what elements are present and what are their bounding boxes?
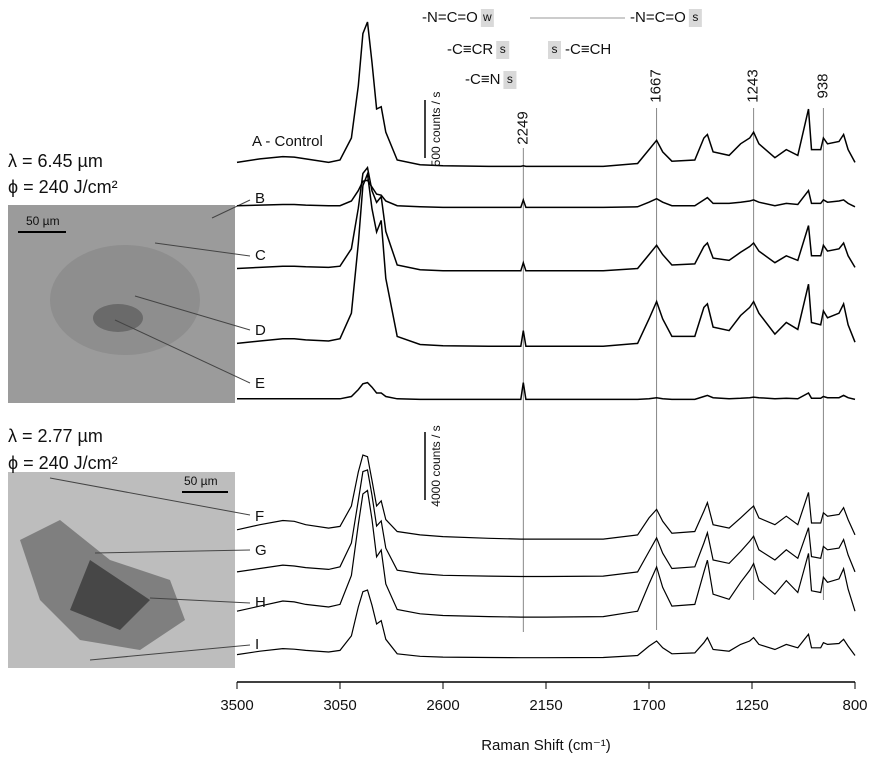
- spectrum: [236, 589, 856, 659]
- spectrum: [236, 165, 856, 272]
- micrograph-bottom: [8, 472, 235, 668]
- group-tag: s: [507, 72, 513, 86]
- series-label: A - Control: [252, 133, 323, 150]
- group-tag-bg: [480, 9, 494, 27]
- scale-bar-label: 4000 counts / s: [429, 425, 443, 506]
- series-label: E: [255, 375, 265, 392]
- spectrum: [236, 171, 856, 348]
- series-label: H: [255, 594, 266, 611]
- x-tick-label: 3050: [323, 697, 356, 714]
- fluence-label: ϕ = 240 J/cm²: [8, 453, 118, 473]
- micrograph-top: [8, 205, 235, 403]
- group-label: -N=C=O: [422, 9, 478, 26]
- x-tick-label: 2150: [529, 697, 562, 714]
- scale-label: 50 µm: [184, 474, 218, 488]
- group-tag: w: [482, 10, 492, 24]
- group-label: -C≡CH: [565, 41, 611, 58]
- x-axis-title: Raman Shift (cm⁻¹): [481, 737, 611, 754]
- pointer-lines: [49, 199, 251, 661]
- x-tick-label: 800: [842, 697, 867, 714]
- group-tag-bg: [548, 41, 561, 59]
- group-tag-bg: [496, 41, 510, 59]
- group-label: -C≡N: [465, 71, 500, 88]
- peak-label: 1243: [745, 69, 762, 102]
- spectrum: [236, 179, 856, 209]
- peak-label: 2249: [514, 111, 531, 144]
- series-label: F: [255, 508, 264, 525]
- series-label: D: [255, 322, 266, 339]
- x-tick-label: 2600: [426, 697, 459, 714]
- scale-bar-label: 500 counts / s: [429, 92, 443, 167]
- series-label: B: [255, 190, 265, 207]
- group-label: -C≡CR: [447, 41, 493, 58]
- peak-label: 1667: [648, 69, 665, 102]
- spectrum: [236, 489, 856, 618]
- group-label: -N=C=O: [630, 9, 686, 26]
- lambda-label: λ = 6.45 µm: [8, 151, 103, 171]
- group-tag: s: [552, 42, 558, 56]
- spectrum: [236, 469, 856, 578]
- group-tag-bg: [688, 9, 702, 27]
- x-tick-label: 1700: [632, 697, 665, 714]
- series-label: G: [255, 542, 267, 559]
- peak-label: 938: [814, 73, 831, 98]
- group-tag-bg: [503, 71, 517, 89]
- series-label: I: [255, 636, 259, 653]
- x-tick-label: 1250: [735, 697, 768, 714]
- group-tag: s: [692, 10, 698, 24]
- spectrum: [236, 21, 856, 168]
- spectrum: [237, 381, 856, 401]
- x-tick-label: 3500: [220, 697, 253, 714]
- scale-label: 50 µm: [26, 214, 60, 228]
- lambda-label: λ = 2.77 µm: [8, 426, 103, 446]
- spectrum: [236, 454, 856, 540]
- series-label: C: [255, 247, 266, 264]
- fluence-label: ϕ = 240 J/cm²: [8, 177, 118, 197]
- group-tag: s: [500, 42, 506, 56]
